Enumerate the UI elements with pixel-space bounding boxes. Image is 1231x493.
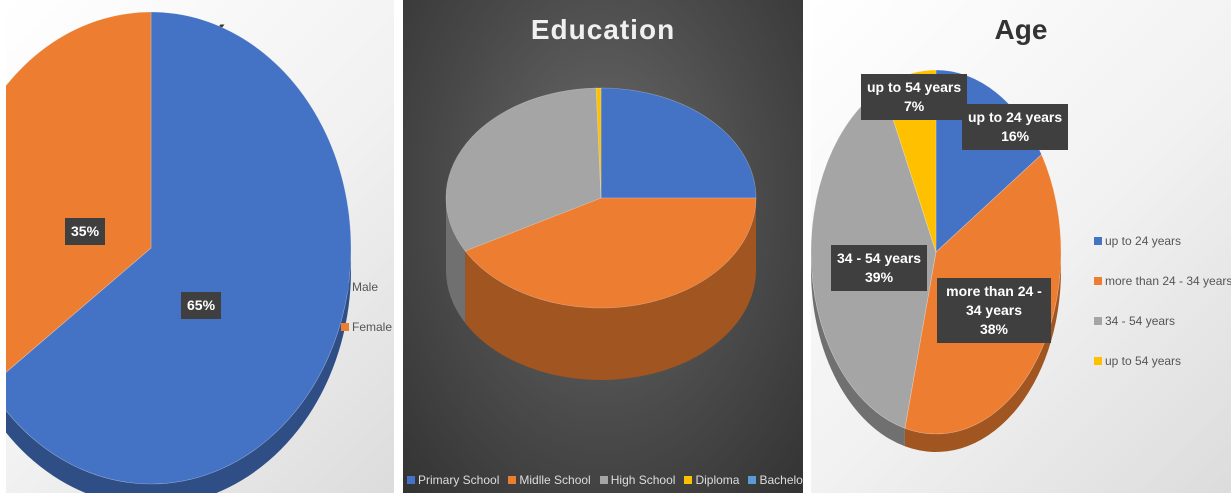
education-legend-item-high-school: High School xyxy=(599,473,676,487)
age-chart-title: Age xyxy=(994,14,1048,45)
sex-legend: Male Female xyxy=(341,280,392,360)
sex-slice-0 xyxy=(6,11,352,485)
age-data-label-up-to-54: up to 54 years 7% xyxy=(861,74,968,120)
sex-legend-item-female: Female xyxy=(341,320,392,334)
sex-data-label-male: 65% xyxy=(181,292,222,319)
education-legend-item-primary-school: Primary School xyxy=(407,473,499,487)
age-legend-label: up to 54 years xyxy=(1105,354,1182,368)
age-data-label-value: 7% xyxy=(903,97,925,114)
legend-swatch-yellow xyxy=(684,476,693,484)
education-pie-chart xyxy=(445,87,757,380)
age-data-label-name: up to 54 years xyxy=(867,79,962,95)
age-legend-label: up to 24 years xyxy=(1105,234,1182,248)
sex-data-label-female: 35% xyxy=(65,218,106,245)
sex-slice-1 xyxy=(6,11,152,373)
education-legend-label: Diploma xyxy=(695,473,740,487)
sex-legend-label-female: Female xyxy=(352,320,393,334)
education-legend: Primary School Midlle School High School… xyxy=(407,473,803,487)
education-slice-side-1 xyxy=(465,198,756,380)
age-legend-label: more than 24 - 34 years xyxy=(1105,274,1231,288)
legend-swatch-yellow xyxy=(1094,357,1102,365)
age-slice-side-1 xyxy=(904,252,1061,452)
age-legend-item: more than 24 - 34 years xyxy=(1094,274,1231,288)
legend-swatch-blue xyxy=(341,283,349,291)
age-data-label-value: 38% xyxy=(979,320,1009,337)
education-legend-item-diploma: Diploma xyxy=(684,473,739,487)
age-legend-item: up to 54 years xyxy=(1094,354,1231,368)
education-legend-label: Bachelor xyxy=(759,473,803,487)
legend-swatch-lightblue xyxy=(748,476,757,484)
education-legend-label: Midlle School xyxy=(519,473,591,487)
age-legend-item: 34 - 54 years xyxy=(1094,314,1231,328)
sex-legend-label-male: Male xyxy=(352,280,379,294)
age-data-label-name: more than 24 - 34 years xyxy=(946,283,1042,318)
age-legend-item: up to 24 years xyxy=(1094,234,1231,248)
age-data-label-name: up to 24 years xyxy=(968,109,1063,125)
education-slice-side-2 xyxy=(446,198,466,323)
education-slice-3 xyxy=(595,87,602,199)
legend-swatch-blue xyxy=(407,476,415,484)
sex-legend-item-male: Male xyxy=(341,280,392,294)
legend-swatch-orange xyxy=(341,323,349,331)
education-slice-1 xyxy=(464,197,757,309)
age-data-label-value: 16% xyxy=(1001,127,1030,144)
sex-chart-panel: Sex 65% 35% Male Female xyxy=(6,0,394,493)
age-slice-side-2 xyxy=(811,252,905,447)
education-slice-2 xyxy=(445,87,602,252)
age-data-label-34-54: 34 - 54 years 39% xyxy=(831,245,928,291)
sex-pie-chart xyxy=(6,11,352,493)
education-legend-label: Primary School xyxy=(418,473,500,487)
age-data-label-24-34: more than 24 - 34 years 38% xyxy=(937,278,1051,343)
education-legend-item-midlle-school: Midlle School xyxy=(508,473,591,487)
age-legend: up to 24 years more than 24 - 34 years 3… xyxy=(1094,234,1231,394)
education-legend-label: High School xyxy=(610,473,676,487)
age-data-label-up-to-24: up to 24 years 16% xyxy=(962,104,1069,150)
legend-swatch-orange xyxy=(508,476,517,484)
legend-swatch-blue xyxy=(1094,237,1102,245)
education-slice-0 xyxy=(600,87,757,199)
legend-swatch-gray xyxy=(599,476,608,484)
age-data-label-name: 34 - 54 years xyxy=(837,250,922,266)
legend-swatch-gray xyxy=(1094,317,1102,325)
education-chart-title: Education xyxy=(530,14,676,45)
education-legend-item-bachelor: Bachelor xyxy=(748,473,803,487)
age-legend-label: 34 - 54 years xyxy=(1105,314,1176,328)
age-chart-panel: Age up to 54 years 7% up to 24 years 16%… xyxy=(811,0,1231,493)
legend-swatch-orange xyxy=(1094,277,1102,285)
age-data-label-value: 39% xyxy=(865,268,894,285)
education-chart-panel: Education Primary School Midlle School H… xyxy=(403,0,803,493)
